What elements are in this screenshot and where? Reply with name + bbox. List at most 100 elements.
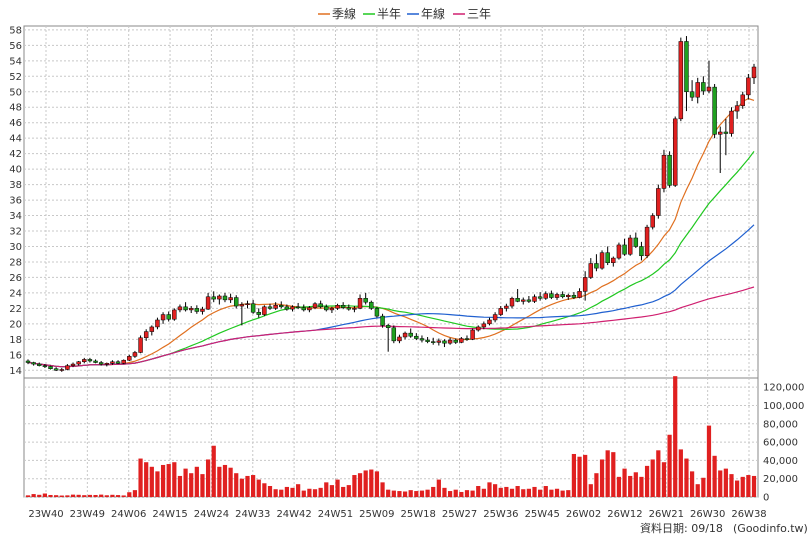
candle-body — [430, 341, 436, 343]
candle-body — [262, 306, 267, 315]
volume-bar — [408, 490, 413, 497]
volume-bar — [583, 454, 588, 497]
candle-body — [369, 301, 374, 309]
candle-body — [200, 308, 205, 312]
volume-bar — [132, 490, 138, 497]
candle-body — [667, 154, 672, 186]
candle-body — [149, 326, 155, 332]
x-tick-label: 23W40 — [28, 509, 63, 520]
candle-body — [515, 298, 520, 302]
volume-bar — [532, 486, 537, 497]
x-tick-label: 24W42 — [276, 509, 311, 520]
candle-body — [414, 335, 419, 339]
candle-body — [397, 336, 402, 342]
volume-bar — [279, 489, 284, 497]
ma-line — [27, 286, 755, 368]
price-tick-label: 24 — [9, 288, 22, 299]
volume-bar — [644, 465, 650, 497]
volume-bar — [431, 486, 436, 497]
volume-bar — [234, 473, 239, 497]
candle-body — [656, 188, 661, 216]
candle-body — [234, 297, 239, 307]
volume-bar — [487, 482, 492, 497]
volume-bar — [521, 489, 526, 497]
candle-body — [166, 314, 171, 320]
volume-bar — [684, 458, 689, 497]
volume-bar — [54, 495, 59, 497]
volume-bar — [296, 484, 301, 497]
volume-bar — [245, 475, 250, 497]
price-tick-label: 14 — [9, 366, 22, 377]
candle-body — [492, 314, 498, 321]
candle-body — [532, 296, 537, 302]
x-axis: 23W40 23W49 24W06 24W15 24W24 24W33 24W42 24W51… — [28, 509, 766, 520]
legend-label: 年線 — [421, 6, 445, 21]
volume-bar — [481, 488, 486, 497]
candle-body — [132, 352, 138, 357]
candle-body — [487, 319, 492, 325]
volume-bar — [211, 445, 216, 497]
candle-body — [537, 296, 543, 299]
candle-body — [566, 294, 571, 298]
legend-label: 季線 — [332, 6, 356, 21]
candle-body — [425, 339, 430, 342]
legend-label: 半年 — [377, 7, 401, 21]
volume-bar — [695, 484, 700, 497]
candle-body — [408, 332, 413, 337]
candle-body — [312, 303, 318, 308]
volume-bar — [256, 479, 261, 497]
volume-bar — [436, 479, 441, 497]
candle-body — [746, 77, 751, 96]
candle-body — [695, 82, 700, 98]
source-label[interactable]: (Goodinfo.tw) — [733, 522, 808, 535]
candle-body — [470, 329, 475, 340]
volume-bar — [498, 487, 503, 497]
candle-body — [751, 66, 757, 79]
candle-body — [374, 308, 380, 317]
volume-axis: 0 20,000 40,000 60,000 80,000 100,000 120,000 — [763, 383, 804, 504]
volume-bar — [746, 475, 751, 497]
candle-body — [53, 368, 59, 371]
volume-bar — [127, 492, 132, 497]
candle-body — [228, 297, 233, 301]
candle-body — [352, 308, 357, 310]
x-tick-label: 26W30 — [690, 509, 725, 520]
volume-tick-label: 120,000 — [763, 383, 804, 394]
price-tick-label: 38 — [9, 180, 22, 191]
ma-line — [27, 97, 755, 368]
volume-bar — [414, 491, 419, 497]
candle-body — [115, 361, 121, 364]
volume-bar — [729, 474, 734, 497]
candle-body — [509, 298, 515, 307]
candle-body — [402, 332, 408, 338]
candle-body — [222, 295, 228, 301]
volume-bar — [166, 464, 171, 497]
price-tick-label: 50 — [9, 87, 22, 98]
x-tick-label: 25W27 — [442, 509, 477, 520]
x-tick-label: 25W36 — [483, 509, 518, 520]
volume-bars — [25, 376, 757, 497]
candle-body — [391, 327, 397, 342]
candle-body — [701, 82, 706, 92]
volume-bar — [509, 488, 515, 497]
x-tick-label: 23W49 — [70, 509, 105, 520]
volume-bar — [611, 452, 616, 497]
candle-body — [582, 277, 588, 292]
volume-bar — [329, 485, 335, 497]
x-tick-label: 24W33 — [235, 509, 270, 520]
volume-bar — [526, 488, 531, 497]
x-tick-label: 25W09 — [359, 509, 394, 520]
candle-body — [571, 294, 577, 298]
volume-bar — [689, 471, 695, 497]
x-tick-label: 25W45 — [525, 509, 560, 520]
candle-body — [31, 362, 36, 365]
volume-bar — [577, 456, 582, 497]
candle-body — [689, 91, 695, 98]
candle-body — [678, 41, 684, 120]
candle-body — [183, 306, 188, 311]
candle-body — [476, 326, 481, 331]
candlesticks — [25, 36, 757, 372]
candle-body — [340, 305, 346, 308]
volume-bar — [661, 462, 667, 497]
candle-body — [245, 303, 250, 305]
